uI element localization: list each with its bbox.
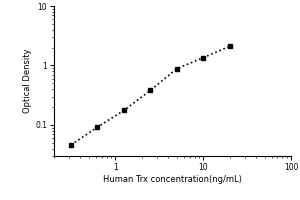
X-axis label: Human Trx concentration(ng/mL): Human Trx concentration(ng/mL) — [103, 175, 242, 184]
Y-axis label: Optical Density: Optical Density — [23, 49, 32, 113]
